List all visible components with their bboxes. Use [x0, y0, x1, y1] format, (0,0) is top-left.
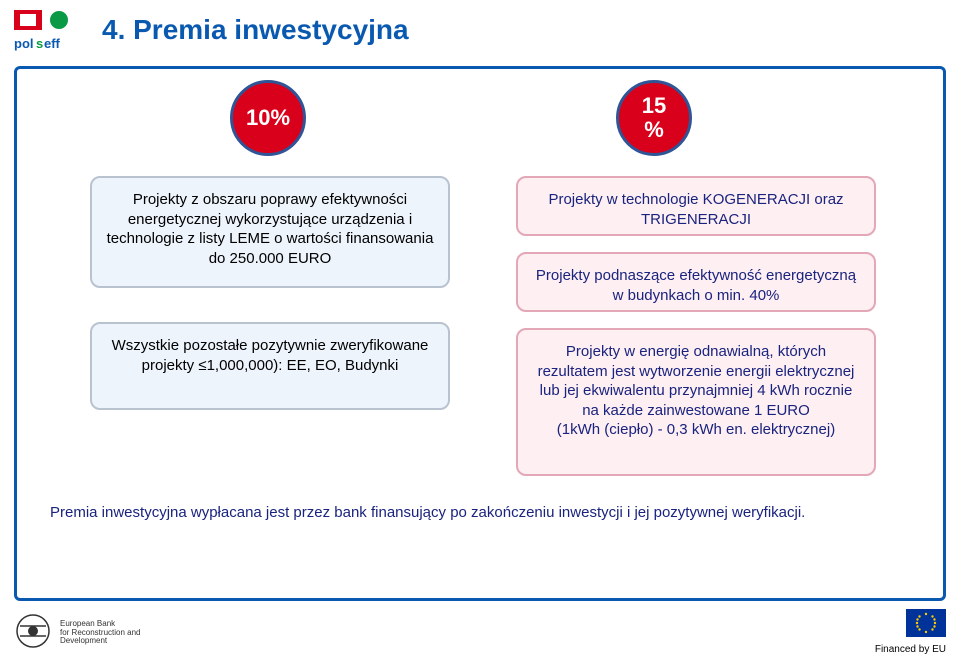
right-box-2-text: Projekty podnaszące efektywność energety…	[536, 267, 856, 304]
slide: pol s eff 4. Premia inwestycyjna 10% 15 …	[0, 0, 960, 663]
footer-left: European Bank for Reconstruction and Dev…	[14, 611, 174, 655]
right-box-1: Projekty w technologie KOGENERACJI oraz …	[516, 176, 876, 236]
circle-right-text: 15 %	[642, 94, 666, 142]
right-box-3-text: Projekty w energię odnawialną, których r…	[538, 343, 855, 438]
left-box-bottom-text: Wszystkie pozostałe pozytywnie zweryfiko…	[112, 337, 429, 374]
svg-text:eff: eff	[44, 36, 61, 51]
svg-text:s: s	[36, 36, 43, 51]
circle-10pct: 10%	[230, 80, 306, 156]
right-box-3: Projekty w energię odnawialną, których r…	[516, 328, 876, 476]
left-box-top-text: Projekty z obszaru poprawy efektywności …	[107, 191, 434, 267]
ebrd-logo-icon	[14, 612, 52, 655]
circle-15pct: 15 %	[616, 80, 692, 156]
ebrd-text: European Bank for Reconstruction and Dev…	[60, 620, 174, 646]
left-box-top: Projekty z obszaru poprawy efektywności …	[90, 176, 450, 288]
footer-right: Financed by EU	[875, 609, 946, 655]
right-box-2: Projekty podnaszące efektywność energety…	[516, 252, 876, 312]
eu-flag-icon	[906, 609, 946, 642]
polseff-logo: pol s eff	[14, 10, 92, 54]
page-title: 4. Premia inwestycyjna	[102, 14, 409, 46]
right-box-1-text: Projekty w technologie KOGENERACJI oraz …	[548, 191, 843, 228]
svg-text:pol: pol	[14, 36, 34, 51]
circle-left-text: 10%	[246, 106, 290, 130]
eu-text: Financed by EU	[875, 644, 946, 655]
summary-line: Premia inwestycyjna wypłacana jest przez…	[50, 504, 910, 521]
left-box-bottom: Wszystkie pozostałe pozytywnie zweryfiko…	[90, 322, 450, 410]
